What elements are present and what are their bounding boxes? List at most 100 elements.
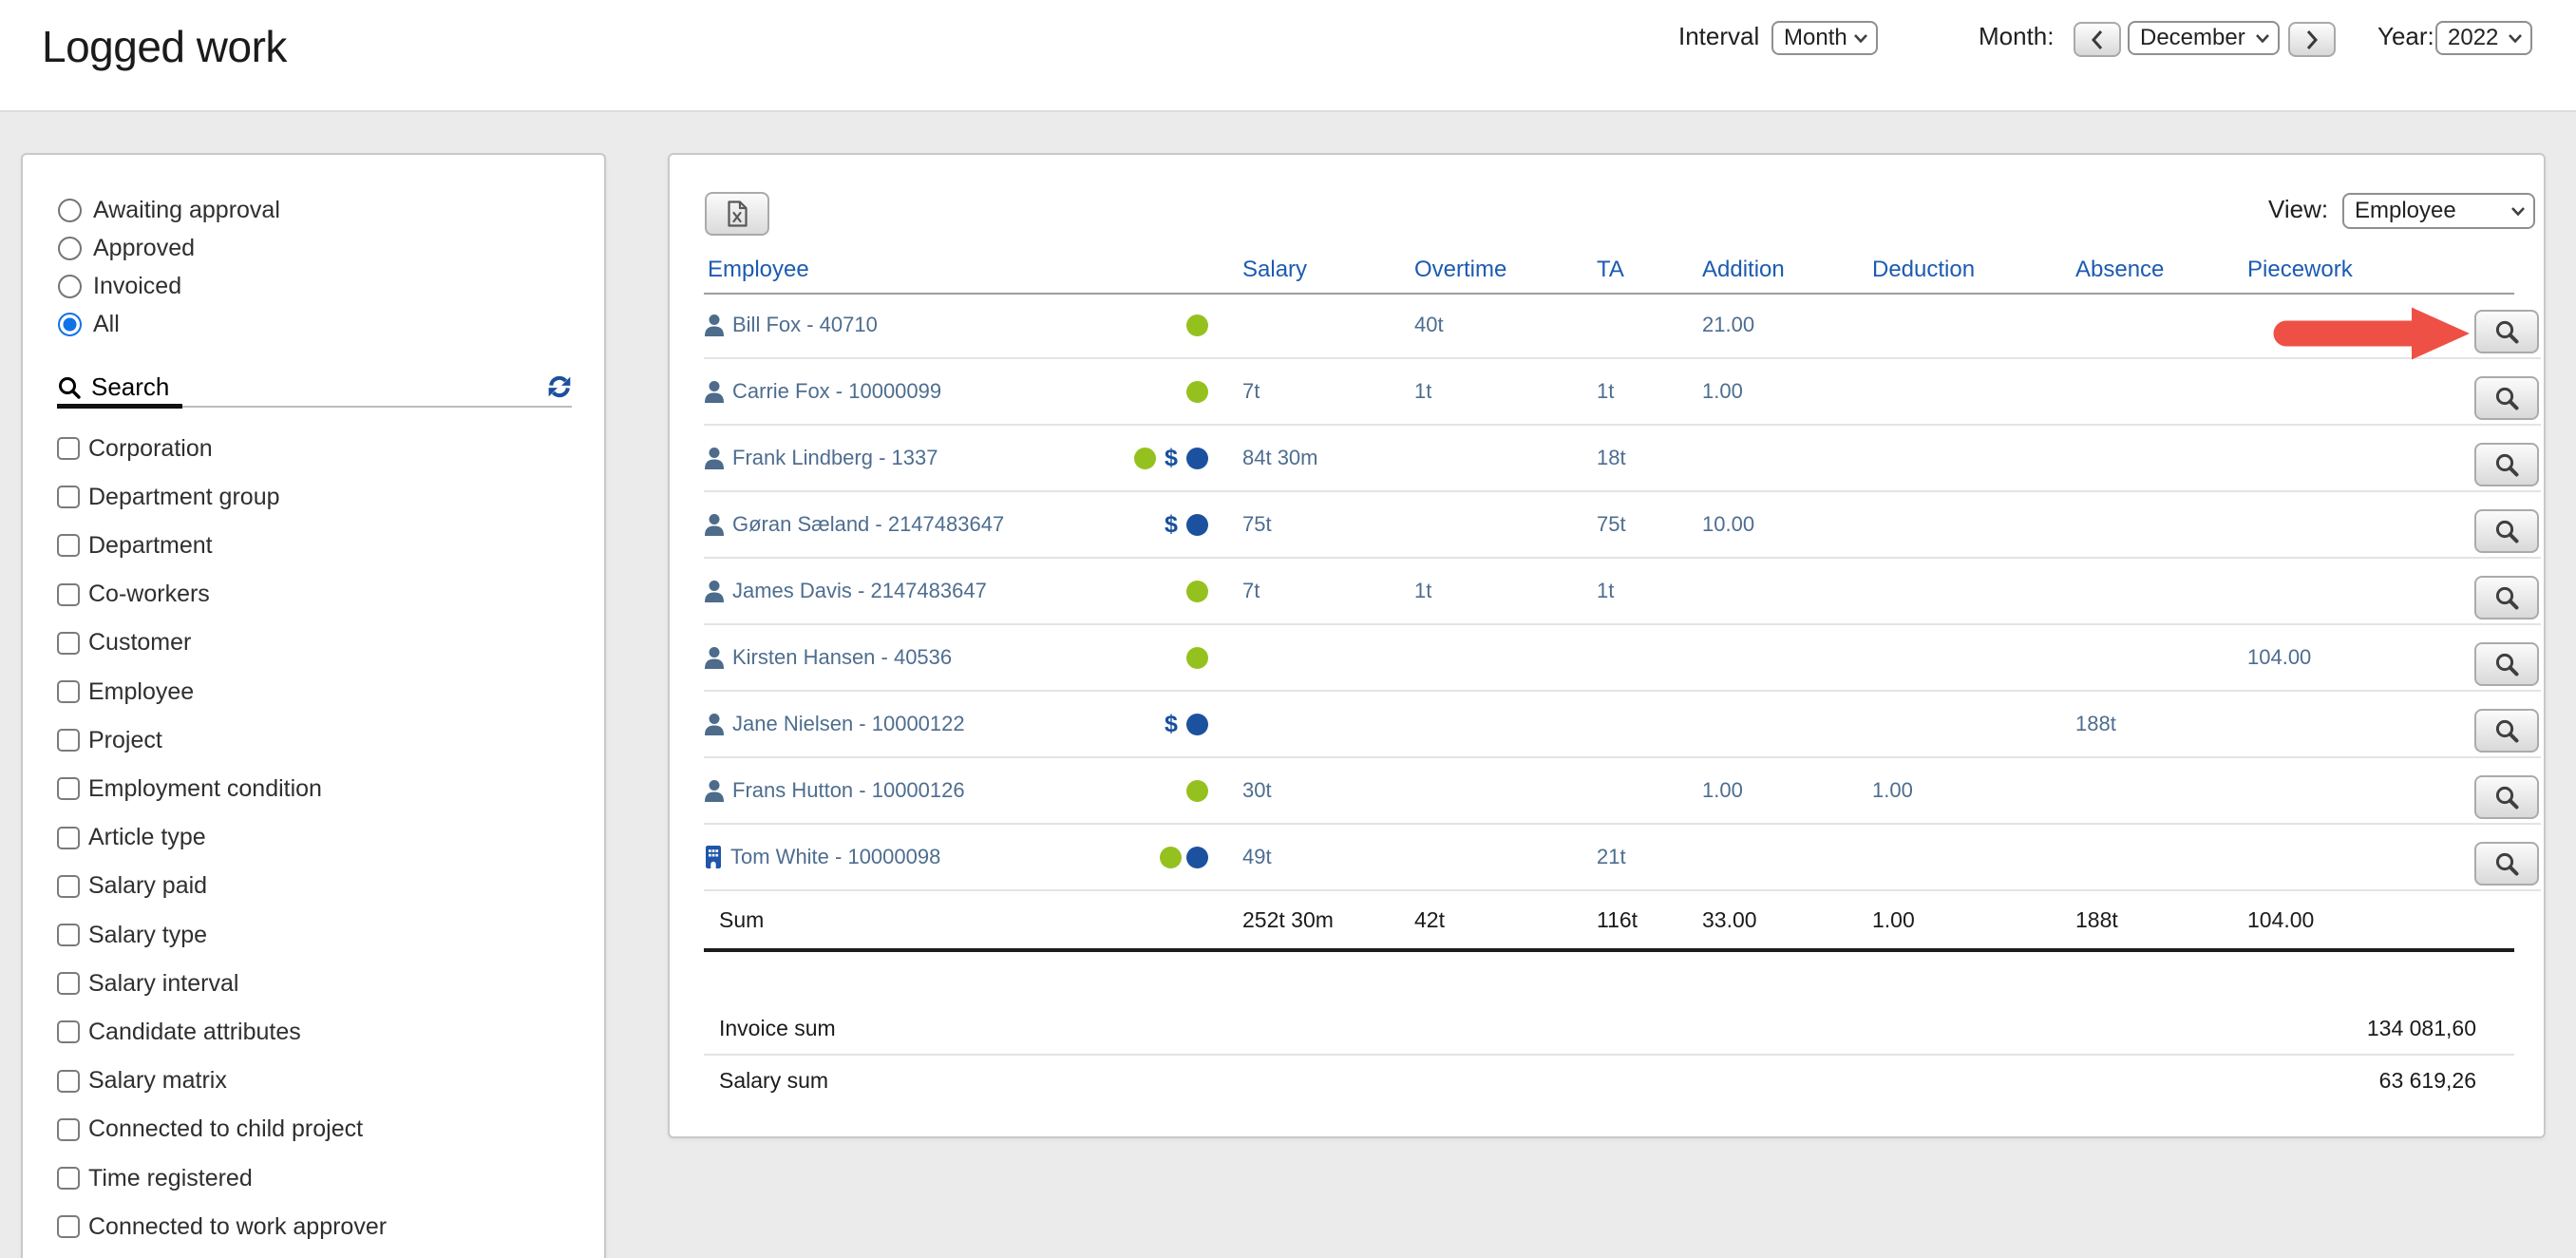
salary-cell: 30t bbox=[1242, 778, 1272, 802]
row-details-button[interactable] bbox=[2474, 443, 2539, 486]
row-details-button[interactable] bbox=[2474, 376, 2539, 420]
employee-name-link[interactable]: Kirsten Hansen - 40536 bbox=[732, 645, 953, 669]
checkbox-unchecked-icon[interactable] bbox=[57, 972, 80, 996]
row-details-button[interactable] bbox=[2474, 576, 2539, 619]
status-radio-invoiced[interactable]: Invoiced bbox=[58, 267, 181, 305]
column-header-piecework[interactable]: Piecework bbox=[2247, 257, 2353, 282]
status-radio-approved[interactable]: Approved bbox=[58, 229, 195, 267]
filter-checkbox-salary-interval[interactable]: Salary interval bbox=[57, 964, 238, 1002]
filter-checkbox-connected-to-work-approver[interactable]: Connected to work approver bbox=[57, 1208, 387, 1246]
search-tab[interactable]: Search bbox=[57, 370, 572, 405]
employee-name-link[interactable]: Tom White - 10000098 bbox=[730, 845, 941, 868]
status-badges bbox=[956, 625, 1208, 690]
interval-select[interactable]: Month bbox=[1771, 21, 1878, 55]
filter-checkbox-time-registered[interactable]: Time registered bbox=[57, 1159, 253, 1197]
filter-checkbox-project[interactable]: Project bbox=[57, 721, 162, 759]
row-details-button[interactable] bbox=[2474, 509, 2539, 553]
salary-cell: 7t bbox=[1242, 379, 1260, 403]
status-radio-awaiting-approval[interactable]: Awaiting approval bbox=[58, 191, 280, 229]
previous-month-button[interactable] bbox=[2074, 22, 2121, 57]
column-header-ta[interactable]: TA bbox=[1597, 257, 1624, 282]
filter-checkbox-department[interactable]: Department bbox=[57, 526, 213, 564]
checkbox-unchecked-icon[interactable] bbox=[57, 1215, 80, 1239]
radio-checked-icon[interactable] bbox=[58, 312, 82, 336]
row-details-button[interactable] bbox=[2474, 775, 2539, 819]
green-status-dot-icon bbox=[1134, 447, 1156, 469]
salary-cell: 7t bbox=[1242, 579, 1260, 602]
employee-name-link[interactable]: Frans Hutton - 10000126 bbox=[732, 778, 965, 802]
radio-unchecked-icon[interactable] bbox=[58, 236, 82, 260]
piecework-cell: 104.00 bbox=[2247, 645, 2312, 669]
column-header-employee[interactable]: Employee bbox=[708, 257, 809, 282]
status-badges bbox=[956, 293, 1208, 357]
year-select[interactable]: 2022 bbox=[2435, 21, 2532, 55]
column-header-deduction[interactable]: Deduction bbox=[1872, 257, 1976, 282]
filter-checkbox-article-type[interactable]: Article type bbox=[57, 819, 206, 857]
employee-cell: Kirsten Hansen - 40536 bbox=[704, 625, 2541, 690]
filter-checkbox-label: Department bbox=[88, 531, 213, 559]
column-header-addition[interactable]: Addition bbox=[1702, 257, 1785, 282]
checkbox-unchecked-icon[interactable] bbox=[57, 874, 80, 898]
table-row: Frank Lindberg - 1337 $84t 30m 18t bbox=[704, 426, 2541, 492]
status-badges: $ bbox=[956, 426, 1208, 490]
employee-name-link[interactable]: Jane Nielsen - 10000122 bbox=[732, 712, 965, 735]
checkbox-unchecked-icon[interactable] bbox=[57, 1069, 80, 1093]
employee-cell: Frans Hutton - 10000126 bbox=[704, 758, 2541, 823]
checkbox-unchecked-icon[interactable] bbox=[57, 924, 80, 946]
export-excel-button[interactable] bbox=[705, 192, 769, 236]
status-badges bbox=[956, 758, 1208, 823]
row-details-button[interactable] bbox=[2474, 642, 2539, 686]
filter-checkbox-employment-condition[interactable]: Employment condition bbox=[57, 770, 322, 808]
filter-checkbox-employee[interactable]: Employee bbox=[57, 673, 194, 711]
employee-name-link[interactable]: James Davis - 2147483647 bbox=[732, 579, 987, 602]
filter-checkbox-department-group[interactable]: Department group bbox=[57, 478, 280, 516]
row-details-button[interactable] bbox=[2474, 709, 2539, 753]
checkbox-unchecked-icon[interactable] bbox=[57, 680, 80, 703]
row-details-button[interactable] bbox=[2474, 842, 2539, 886]
column-header-overtime[interactable]: Overtime bbox=[1414, 257, 1507, 282]
employee-name-link[interactable]: Carrie Fox - 10000099 bbox=[732, 379, 942, 403]
filter-checkbox-customer[interactable]: Customer bbox=[57, 624, 191, 662]
filter-checkbox-co-workers[interactable]: Co-workers bbox=[57, 576, 210, 614]
checkbox-unchecked-icon[interactable] bbox=[57, 582, 80, 606]
checkbox-unchecked-icon[interactable] bbox=[57, 437, 80, 460]
employee-name-link[interactable]: Gøran Sæland - 2147483647 bbox=[732, 512, 1005, 536]
radio-unchecked-icon[interactable] bbox=[58, 198, 82, 222]
filter-checkbox-label: Employee bbox=[88, 677, 195, 705]
filter-checkbox-salary-paid[interactable]: Salary paid bbox=[57, 867, 207, 905]
filter-checkbox-connected-to-child-project[interactable]: Connected to child project bbox=[57, 1111, 363, 1149]
checkbox-unchecked-icon[interactable] bbox=[57, 777, 80, 801]
view-select[interactable]: Employee bbox=[2342, 193, 2535, 229]
checkbox-unchecked-icon[interactable] bbox=[57, 631, 80, 655]
person-icon bbox=[705, 381, 724, 403]
checkbox-unchecked-icon[interactable] bbox=[57, 486, 80, 509]
person-icon bbox=[705, 514, 724, 536]
employee-name-link[interactable]: Bill Fox - 40710 bbox=[732, 313, 878, 336]
ta-cell: 1t bbox=[1597, 379, 1615, 403]
column-header-salary[interactable]: Salary bbox=[1242, 257, 1308, 282]
filter-checkbox-candidate-attributes[interactable]: Candidate attributes bbox=[57, 1013, 301, 1051]
addition-cell: 10.00 bbox=[1702, 512, 1755, 536]
dollar-icon: $ bbox=[1165, 710, 1178, 737]
checkbox-unchecked-icon[interactable] bbox=[57, 826, 80, 849]
row-details-button[interactable] bbox=[2474, 310, 2539, 353]
checkbox-unchecked-icon[interactable] bbox=[57, 534, 80, 558]
logged-work-panel: View: Employee Employee Salary Overtime TA A… bbox=[668, 153, 2546, 1138]
filter-checkbox-label: Employment condition bbox=[88, 774, 322, 802]
filter-checkbox-corporation[interactable]: Corporation bbox=[57, 429, 213, 467]
next-month-button[interactable] bbox=[2288, 22, 2336, 57]
checkbox-unchecked-icon[interactable] bbox=[57, 1167, 80, 1190]
column-header-absence[interactable]: Absence bbox=[2075, 257, 2165, 282]
checkbox-unchecked-icon[interactable] bbox=[57, 1020, 80, 1044]
person-icon bbox=[705, 448, 724, 469]
refresh-button[interactable] bbox=[547, 374, 572, 399]
filter-checkbox-salary-type[interactable]: Salary type bbox=[57, 916, 207, 954]
employee-name-link[interactable]: Frank Lindberg - 1337 bbox=[732, 446, 938, 469]
filter-checkbox-label: Salary interval bbox=[88, 969, 239, 997]
month-select[interactable]: December bbox=[2128, 21, 2280, 55]
checkbox-unchecked-icon[interactable] bbox=[57, 729, 80, 753]
radio-unchecked-icon[interactable] bbox=[58, 274, 82, 298]
status-radio-all[interactable]: All bbox=[58, 305, 120, 343]
checkbox-unchecked-icon[interactable] bbox=[57, 1117, 80, 1141]
filter-checkbox-salary-matrix[interactable]: Salary matrix bbox=[57, 1062, 227, 1100]
